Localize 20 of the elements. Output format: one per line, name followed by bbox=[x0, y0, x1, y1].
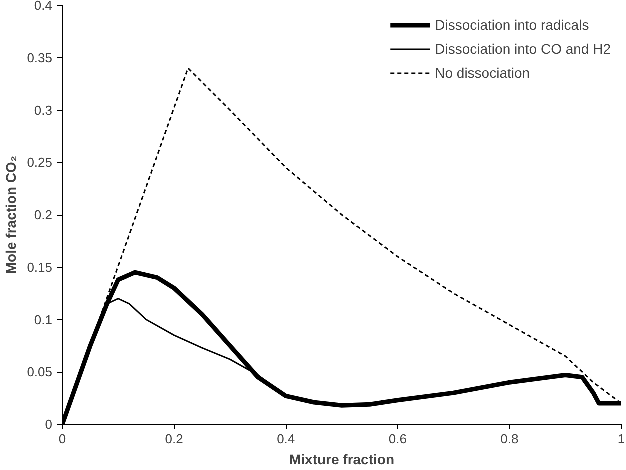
y-tick-label: 0 bbox=[45, 417, 53, 432]
x-tick-label: 0.8 bbox=[500, 432, 519, 446]
y-tick-label: 0.1 bbox=[34, 312, 53, 328]
y-tick-label: 0.4 bbox=[34, 0, 53, 13]
x-tick-label: 0.6 bbox=[388, 432, 407, 446]
y-tick-label: 0.05 bbox=[27, 364, 53, 380]
y-tick-label: 0.25 bbox=[27, 155, 53, 170]
x-tick-label: 0.4 bbox=[277, 432, 296, 446]
y-tick-label: 0.3 bbox=[34, 102, 53, 118]
legend-label: No dissociation bbox=[435, 65, 530, 81]
legend-label: Dissociation into radicals bbox=[435, 17, 590, 33]
y-tick-label: 0.35 bbox=[27, 50, 53, 66]
y-tick-label: 0.15 bbox=[27, 260, 53, 275]
x-tick-label: 1 bbox=[618, 432, 626, 446]
x-tick-label: 0.2 bbox=[165, 432, 184, 446]
y-axis-title: Mole fraction CO₂ bbox=[3, 156, 20, 274]
y-tick-label: 0.2 bbox=[34, 208, 53, 222]
x-axis-title: Mixture fraction bbox=[289, 452, 395, 468]
x-tick-label: 0 bbox=[58, 432, 66, 446]
legend-label: Dissociation into CO and H2 bbox=[435, 41, 611, 57]
